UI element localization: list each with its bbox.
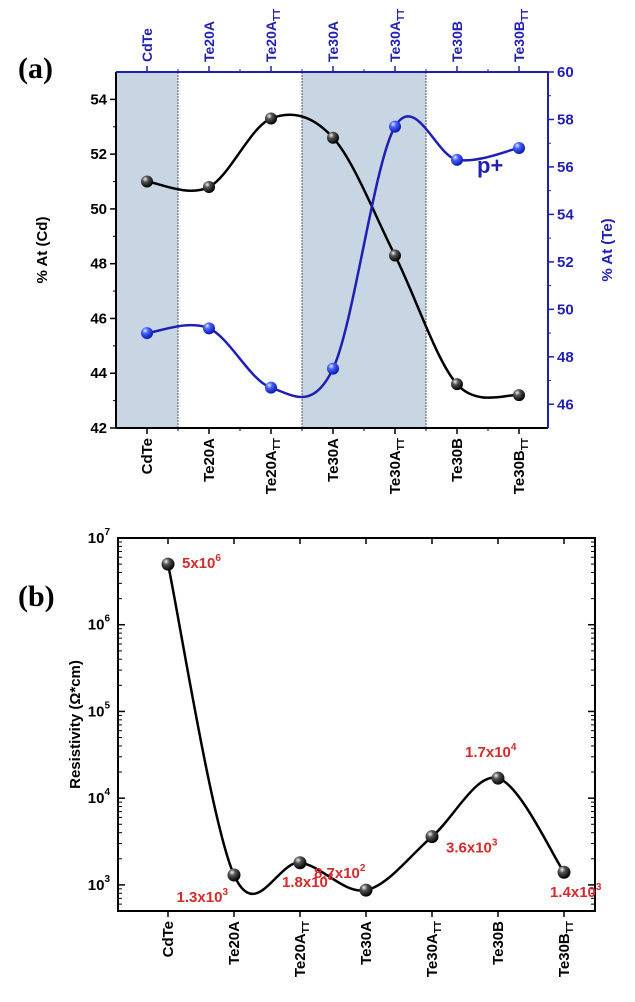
data-label: 1.7x104 [465,742,517,761]
y-tick-label: 105 [88,700,111,720]
x2-category-label: Te30ATT [387,9,407,62]
panel-label-b: (b) [18,580,55,613]
data-label: 1.8x103 [282,872,334,891]
x-category-label: Te30B [449,438,466,482]
data-point-cd [451,378,463,391]
y-tick-label: 46 [90,310,107,327]
x-category-label: Te30A [325,438,342,482]
x-category-label: CdTe [139,438,156,474]
x-category-label: Te20A [201,438,218,482]
y-tick-label: 48 [90,256,107,273]
y2-tick-label: 56 [557,159,574,176]
x-category-label: Te30B [490,921,507,965]
y-tick-label: 50 [90,201,107,218]
plot-frame [117,537,596,912]
series-line-resistivity [166,563,566,896]
data-point-resistivity [227,868,241,882]
y2-tick-label: 60 [557,64,574,81]
data-point-resistivity [293,856,307,870]
data-point-resistivity [491,771,505,785]
y-tick-label: 107 [88,527,111,547]
x2-category-label: Te20ATT [263,9,283,62]
data-label: 1.3x103 [177,887,229,906]
x-category-label: Te20ATT [263,438,283,494]
data-label: 8.7x102 [314,863,366,882]
y-tick-label: 103 [88,874,111,894]
panel-b-chart: 103 104 105 106 107 CdTe Te20A Te20ATT Te30A Te30… [18,527,602,977]
x-category-label: Te20A [226,921,243,965]
y-tick-label: 54 [90,91,107,108]
x2-category-label: Te30B [449,21,465,62]
y2-tick-label: 48 [557,349,574,366]
annotation-p-plus: p+ [477,153,503,178]
data-point-te [513,141,525,154]
data-point-te [265,381,277,394]
data-label: 5x106 [182,553,221,572]
data-point-te [141,327,153,340]
y-tick-label: 42 [90,420,107,437]
y-axis-title: % At (Cd) [34,217,51,284]
y-axis-title: Resistivity (Ω*cm) [67,660,84,789]
data-point-resistivity [161,557,175,571]
data-point-cd [327,131,339,144]
x-category-label: Te30ATT [387,438,407,494]
y2-tick-label: 58 [557,111,574,128]
x-category-label: Te30BTT [556,921,576,977]
x2-category-label: CdTe [139,28,155,62]
data-point-cd [203,181,215,194]
y2-tick-label: 54 [557,206,574,223]
y-tick-label: 52 [90,146,107,163]
x2-category-label: Te30A [325,21,341,62]
data-point-resistivity [425,830,439,844]
panel-label-a: (a) [18,52,53,85]
y-tick-label: 44 [90,365,107,382]
data-point-te [203,322,215,335]
shaded-region [116,72,178,428]
data-point-resistivity [359,883,373,897]
data-point-cd [265,112,277,125]
x2-category-label: Te30BTT [511,9,531,62]
y2-tick-label: 52 [557,254,574,271]
data-label: 1.4x103 [550,882,602,901]
x-category-label: Te30A [358,921,375,965]
y2-axis-title: % At (Te) [599,218,616,281]
data-label: 3.6x103 [446,838,498,857]
data-point-cd [389,249,401,262]
x2-category-label: Te20A [201,21,217,62]
data-point-resistivity [557,865,571,879]
x-category-label: CdTe [160,921,177,957]
x-category-label: Te20ATT [292,921,312,977]
data-point-te [451,153,463,166]
data-point-te [327,362,339,375]
y-tick-label: 106 [88,614,111,634]
x-category-label: Te30BTT [511,438,531,494]
panel-a-chart: 42 44 46 48 50 52 54 46 48 50 52 54 56 58 60 CdTe CdTe Te… [18,9,616,494]
y2-tick-label: 50 [557,301,574,318]
y2-tick-label: 46 [557,396,574,413]
data-point-te [389,120,401,133]
y-tick-label: 104 [88,787,111,807]
data-point-cd [513,389,525,402]
x-category-label: Te30ATT [424,921,444,977]
data-point-cd [141,175,153,188]
